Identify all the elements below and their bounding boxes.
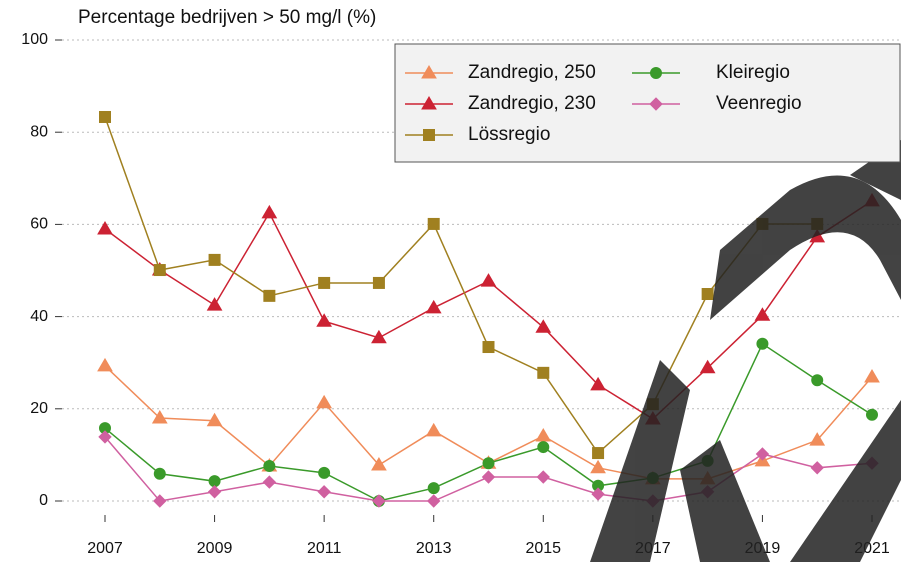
marker	[263, 289, 276, 302]
y-tick-label: 0	[39, 492, 48, 509]
marker	[592, 447, 605, 460]
marker	[756, 337, 769, 350]
marker	[536, 470, 550, 484]
marker	[537, 441, 550, 454]
marker	[206, 412, 223, 427]
marker	[318, 466, 331, 479]
marker	[482, 341, 495, 354]
marker	[208, 253, 221, 266]
marker	[263, 459, 276, 472]
marker	[590, 376, 606, 391]
x-tick-label: 2013	[416, 540, 452, 557]
marker	[866, 408, 878, 421]
chart-title: Percentage bedrijven > 50 mg/l (%)	[78, 7, 376, 28]
marker	[811, 374, 824, 387]
marker	[590, 459, 606, 474]
watermark-stroke	[590, 360, 690, 562]
marker	[97, 357, 113, 372]
marker	[153, 467, 166, 480]
marker	[316, 313, 333, 327]
marker	[208, 475, 221, 488]
marker	[97, 221, 113, 235]
marker	[261, 204, 278, 219]
x-tick-label: 2011	[307, 540, 342, 557]
marker	[427, 217, 440, 230]
marker	[371, 329, 387, 344]
marker	[372, 276, 385, 289]
marker	[482, 457, 495, 470]
plot-area: 0204060801002007200920112013201520172019…	[21, 31, 901, 557]
x-tick-label: 2015	[525, 540, 561, 557]
marker	[649, 97, 663, 111]
marker	[699, 359, 716, 374]
y-tick-label: 100	[21, 31, 48, 48]
marker	[421, 65, 437, 79]
marker	[427, 482, 440, 495]
legend-label: Lössregio	[468, 124, 550, 145]
marker	[427, 494, 441, 508]
marker	[809, 432, 826, 446]
marker	[151, 410, 168, 424]
y-tick-label: 60	[30, 216, 48, 233]
legend-label: Veenregio	[716, 93, 802, 114]
marker	[864, 368, 880, 383]
x-tick-label: 2007	[87, 540, 123, 557]
watermark	[590, 140, 901, 562]
watermark-stroke	[680, 440, 770, 562]
legend-label: Kleiregio	[716, 62, 790, 83]
marker	[591, 487, 605, 501]
marker	[425, 422, 442, 437]
marker	[262, 475, 277, 489]
marker	[316, 394, 333, 409]
y-tick-label: 20	[30, 400, 48, 417]
marker	[425, 299, 442, 314]
legend: Zandregio, 250 Zandregio, 230 Lössregio Kle…	[394, 43, 901, 163]
legend-label: Zandregio, 230	[468, 93, 596, 114]
marker	[372, 494, 386, 508]
marker	[153, 494, 167, 508]
marker	[207, 485, 222, 499]
marker	[318, 276, 331, 289]
series-line	[104, 116, 818, 455]
marker	[317, 485, 331, 499]
x-tick-label: 2009	[197, 540, 233, 557]
marker	[423, 129, 435, 141]
marker	[535, 428, 552, 442]
marker	[153, 264, 166, 277]
legend-box	[394, 43, 901, 163]
marker	[755, 447, 770, 461]
watermark-stroke	[790, 400, 901, 562]
marker	[99, 110, 111, 123]
y-tick-label: 80	[30, 123, 48, 140]
marker	[535, 319, 552, 333]
legend-label: Zandregio, 250	[468, 62, 596, 83]
marker	[810, 461, 824, 475]
marker	[480, 273, 497, 287]
marker	[701, 288, 714, 301]
marker	[98, 430, 112, 444]
marker	[421, 96, 437, 110]
watermark-stroke	[710, 175, 901, 320]
marker	[206, 297, 223, 311]
marker	[754, 307, 771, 321]
y-tick-label: 40	[30, 308, 48, 325]
marker	[650, 67, 662, 79]
marker	[371, 457, 387, 471]
marker	[481, 470, 496, 484]
marker	[537, 366, 550, 379]
